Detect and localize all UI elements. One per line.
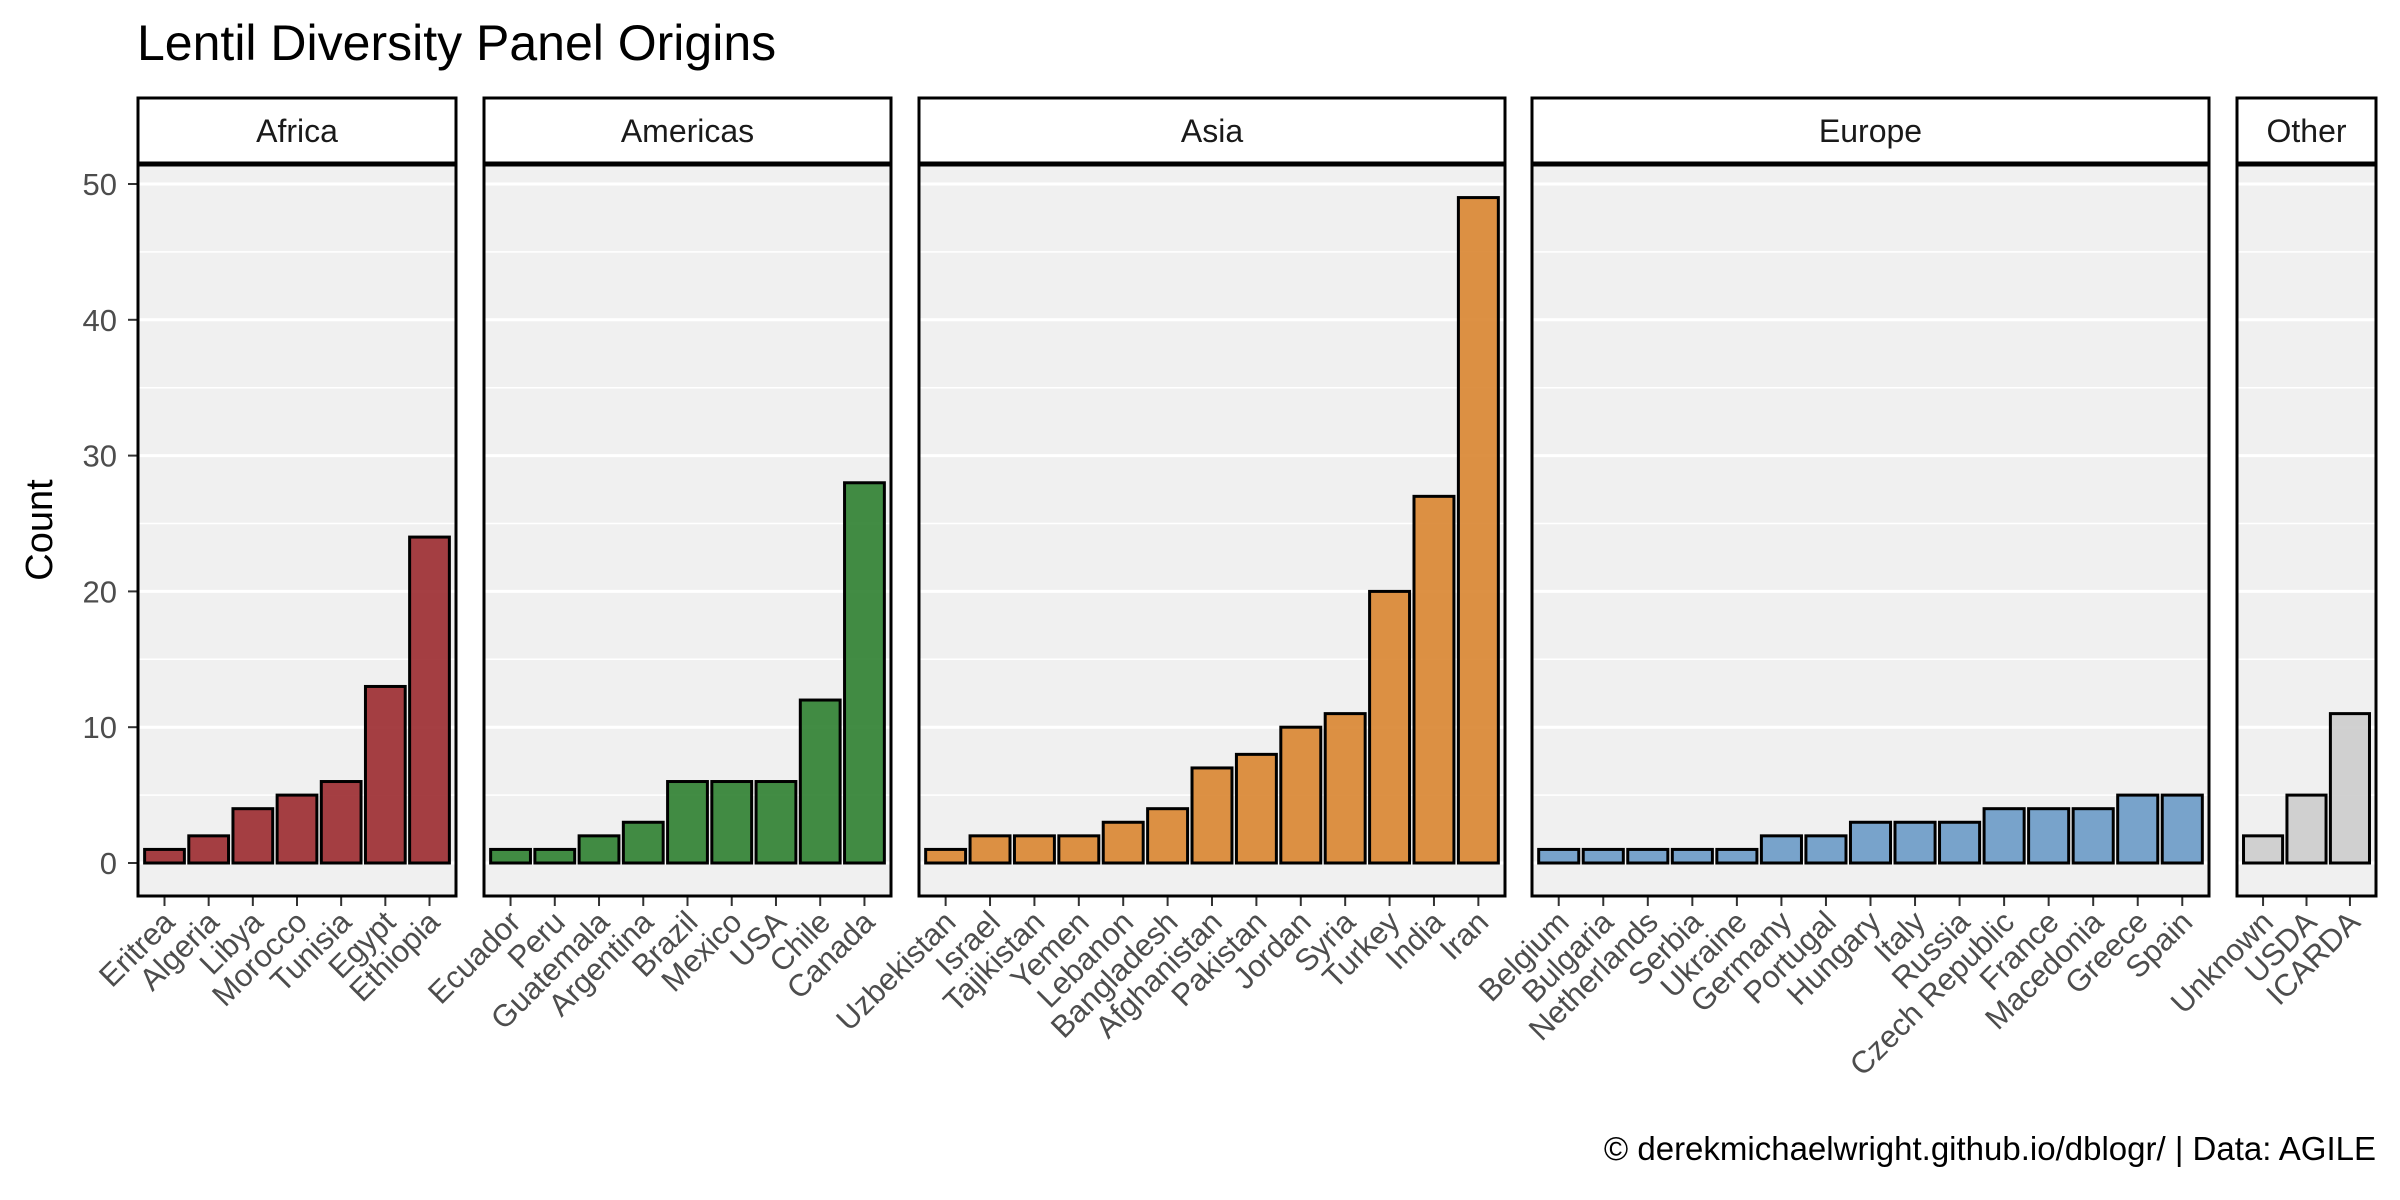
bar xyxy=(1759,834,1803,865)
y-tick-label: 30 xyxy=(83,439,117,474)
bar xyxy=(1412,494,1456,865)
chart-title: Lentil Diversity Panel Origins xyxy=(137,15,777,71)
bar xyxy=(666,780,709,865)
bar xyxy=(275,793,319,865)
bar xyxy=(2116,793,2160,865)
bar xyxy=(1537,847,1581,865)
bar xyxy=(710,780,754,865)
bar xyxy=(1057,834,1101,865)
bar xyxy=(2328,712,2371,865)
bar xyxy=(2071,807,2115,865)
y-tick-label: 10 xyxy=(83,710,117,745)
bar xyxy=(1670,847,1714,865)
bar xyxy=(621,820,665,865)
panel-border xyxy=(136,96,458,898)
panel-border xyxy=(1530,96,2211,898)
bar xyxy=(2160,793,2204,865)
bar xyxy=(1368,589,1412,865)
facet-label: Other xyxy=(2266,113,2346,149)
bar xyxy=(231,807,275,865)
bar xyxy=(1982,807,2026,865)
bar xyxy=(1893,820,1937,865)
bar xyxy=(577,834,621,865)
x-tick-label: Iran xyxy=(1433,904,1496,967)
bar xyxy=(1323,712,1367,865)
bar xyxy=(2027,807,2071,865)
bar xyxy=(1581,847,1625,865)
panel-background xyxy=(1532,164,2209,896)
bar xyxy=(363,684,407,865)
bar xyxy=(1234,752,1278,865)
facet-strip xyxy=(482,96,893,166)
bar xyxy=(798,698,842,865)
facet-label: Africa xyxy=(256,113,338,149)
bar xyxy=(1626,847,1670,865)
facet-label: Asia xyxy=(1181,113,1243,149)
y-tick-label: 50 xyxy=(83,167,117,202)
bar xyxy=(924,847,968,865)
bar xyxy=(408,535,451,865)
y-axis-title: Count xyxy=(19,479,61,581)
facet-label: Americas xyxy=(621,113,754,149)
bar xyxy=(1012,834,1056,865)
panel-border xyxy=(917,96,1507,898)
y-tick-label: 0 xyxy=(100,846,117,881)
bar xyxy=(533,847,577,865)
bar xyxy=(2242,834,2285,865)
bar xyxy=(968,834,1012,865)
panel-border xyxy=(482,96,893,898)
bar xyxy=(1190,766,1234,865)
bar xyxy=(143,847,186,865)
bar xyxy=(1938,820,1982,865)
bar xyxy=(1146,807,1190,865)
y-tick-label: 40 xyxy=(83,303,117,338)
bar xyxy=(1715,847,1759,865)
chart-caption: © derekmichaelwright.github.io/dblogr/ |… xyxy=(1603,1130,2376,1167)
bar xyxy=(2285,793,2328,865)
bar xyxy=(1804,834,1848,865)
y-tick-label: 20 xyxy=(83,574,117,609)
bar xyxy=(319,780,363,865)
facet-label: Europe xyxy=(1819,113,1922,149)
bar xyxy=(187,834,231,865)
bar xyxy=(1456,196,1500,865)
bar xyxy=(1279,725,1323,865)
bar xyxy=(843,481,886,865)
bar xyxy=(489,847,532,865)
bar xyxy=(1848,820,1893,865)
panel-border xyxy=(2235,96,2378,898)
bar xyxy=(754,780,798,865)
bar xyxy=(1101,820,1145,865)
